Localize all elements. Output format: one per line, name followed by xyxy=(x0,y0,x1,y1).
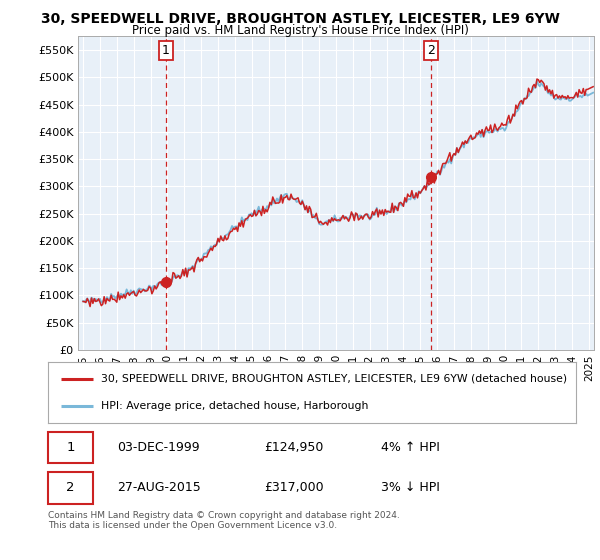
Text: £124,950: £124,950 xyxy=(265,441,324,454)
Text: 30, SPEEDWELL DRIVE, BROUGHTON ASTLEY, LEICESTER, LE9 6YW: 30, SPEEDWELL DRIVE, BROUGHTON ASTLEY, L… xyxy=(41,12,559,26)
FancyBboxPatch shape xyxy=(48,432,93,463)
Text: HPI: Average price, detached house, Harborough: HPI: Average price, detached house, Harb… xyxy=(101,402,368,412)
Text: Price paid vs. HM Land Registry's House Price Index (HPI): Price paid vs. HM Land Registry's House … xyxy=(131,24,469,36)
Text: 2: 2 xyxy=(66,482,74,494)
Text: 1: 1 xyxy=(162,44,170,57)
Text: 30, SPEEDWELL DRIVE, BROUGHTON ASTLEY, LEICESTER, LE9 6YW (detached house): 30, SPEEDWELL DRIVE, BROUGHTON ASTLEY, L… xyxy=(101,374,567,384)
Text: £317,000: £317,000 xyxy=(265,482,324,494)
Text: 27-AUG-2015: 27-AUG-2015 xyxy=(116,482,200,494)
FancyBboxPatch shape xyxy=(48,472,93,503)
Text: Contains HM Land Registry data © Crown copyright and database right 2024.
This d: Contains HM Land Registry data © Crown c… xyxy=(48,511,400,530)
Text: 3% ↓ HPI: 3% ↓ HPI xyxy=(380,482,440,494)
Text: 1: 1 xyxy=(66,441,74,454)
Text: 2: 2 xyxy=(427,44,435,57)
Text: 03-DEC-1999: 03-DEC-1999 xyxy=(116,441,199,454)
Text: 4% ↑ HPI: 4% ↑ HPI xyxy=(380,441,440,454)
